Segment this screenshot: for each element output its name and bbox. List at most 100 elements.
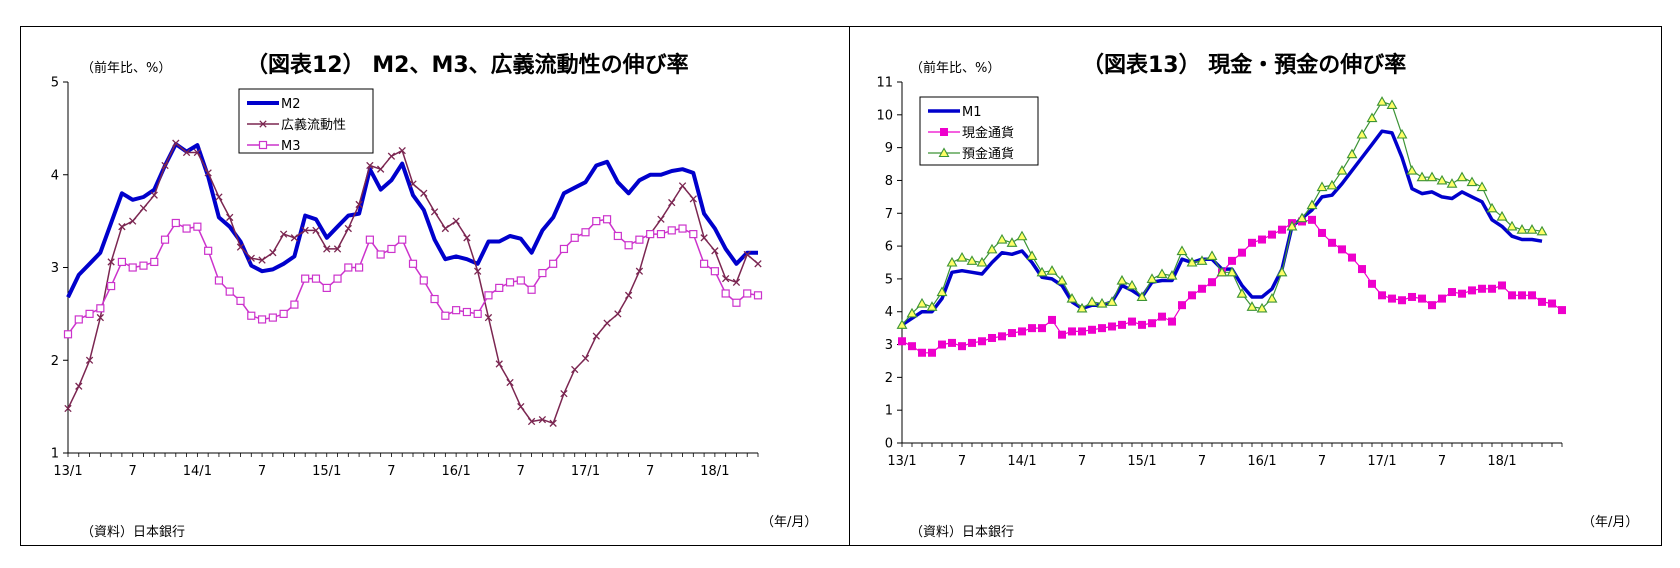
data-point — [1256, 302, 1268, 313]
data-point — [560, 389, 568, 398]
data-point — [85, 356, 94, 364]
x-tick-label: 13/1 — [53, 464, 82, 479]
data-point — [624, 241, 633, 250]
y-tick-label: 6 — [885, 240, 893, 255]
data-point — [968, 338, 976, 347]
data-point — [1088, 325, 1096, 334]
data-point — [956, 251, 968, 262]
data-point — [1246, 301, 1258, 311]
data-point — [1478, 284, 1486, 293]
data-point — [322, 283, 331, 293]
y-tick-label: 1 — [885, 404, 893, 419]
data-point — [279, 309, 288, 318]
data-point — [366, 161, 374, 170]
data-point — [1338, 245, 1346, 254]
x-tick-label: 18/1 — [700, 464, 729, 479]
data-point — [1076, 302, 1088, 313]
data-point — [1196, 255, 1208, 265]
data-point — [1418, 294, 1426, 303]
data-point — [538, 415, 547, 424]
data-point — [259, 120, 267, 128]
data-point — [171, 218, 180, 228]
data-point — [938, 147, 950, 158]
data-point — [1066, 292, 1078, 303]
data-point — [1096, 297, 1108, 308]
data-point — [1128, 317, 1136, 326]
data-point — [107, 281, 116, 291]
data-point — [311, 274, 321, 283]
data-point — [700, 234, 708, 242]
data-point — [1456, 171, 1468, 182]
data-point — [1516, 224, 1528, 234]
data-point — [333, 274, 342, 283]
data-point — [996, 233, 1008, 244]
data-point — [258, 256, 266, 264]
legend-label: 現金通貨 — [962, 125, 1014, 141]
data-point — [1058, 330, 1066, 339]
data-point — [1358, 265, 1366, 274]
data-point — [172, 139, 180, 147]
data-point — [538, 268, 547, 278]
data-point — [495, 283, 504, 293]
data-point — [1006, 237, 1018, 247]
data-point — [946, 256, 958, 267]
y-tick-label: 9 — [885, 141, 893, 156]
y-tick-label: 0 — [885, 437, 893, 452]
data-point — [635, 267, 644, 275]
data-point — [1326, 179, 1338, 190]
data-point — [908, 342, 916, 351]
data-point — [918, 348, 926, 357]
data-point — [495, 360, 503, 368]
data-point — [398, 235, 407, 244]
data-point — [96, 304, 105, 313]
y-tick-label: 2 — [51, 354, 59, 369]
data-point — [1466, 176, 1478, 187]
data-point — [193, 148, 202, 157]
y-tick-label: 11 — [876, 76, 893, 91]
data-point — [1376, 96, 1388, 106]
data-point — [1228, 256, 1236, 265]
data-point — [1366, 112, 1378, 123]
data-point — [689, 230, 698, 239]
data-point — [1016, 230, 1028, 241]
data-point — [1498, 281, 1506, 290]
data-point — [1446, 178, 1458, 188]
data-point — [225, 287, 234, 296]
data-point — [1148, 319, 1156, 328]
data-point — [1258, 235, 1266, 244]
data-point — [1168, 317, 1176, 326]
data-point — [958, 342, 966, 351]
data-point — [667, 226, 676, 235]
data-point — [85, 309, 94, 318]
series-line — [66, 142, 758, 299]
data-point — [976, 256, 988, 267]
data-point — [1538, 297, 1546, 306]
data-point — [732, 278, 741, 286]
data-point — [139, 204, 148, 212]
data-point — [214, 276, 224, 285]
data-point — [247, 311, 256, 320]
data-point — [948, 338, 956, 347]
y-tick-label: 5 — [51, 76, 59, 91]
data-point — [118, 223, 126, 231]
data-point — [1276, 266, 1288, 277]
data-point — [1458, 289, 1466, 298]
data-point — [1428, 301, 1436, 310]
data-point — [1296, 212, 1308, 223]
data-point — [1118, 320, 1126, 329]
data-point — [1436, 174, 1448, 185]
data-point — [1178, 301, 1186, 310]
x-tick-label: 13/1 — [887, 454, 916, 469]
data-point — [279, 230, 288, 238]
data-point — [570, 233, 579, 242]
data-point — [678, 182, 687, 190]
data-point — [462, 307, 472, 317]
data-point — [301, 274, 310, 283]
x-tick-label: 17/1 — [571, 464, 600, 479]
data-point — [1308, 215, 1316, 224]
data-point — [721, 274, 730, 283]
data-point — [193, 222, 202, 231]
x-tick-label: 7 — [1318, 454, 1326, 469]
data-point — [1448, 288, 1456, 297]
data-point — [549, 259, 558, 268]
